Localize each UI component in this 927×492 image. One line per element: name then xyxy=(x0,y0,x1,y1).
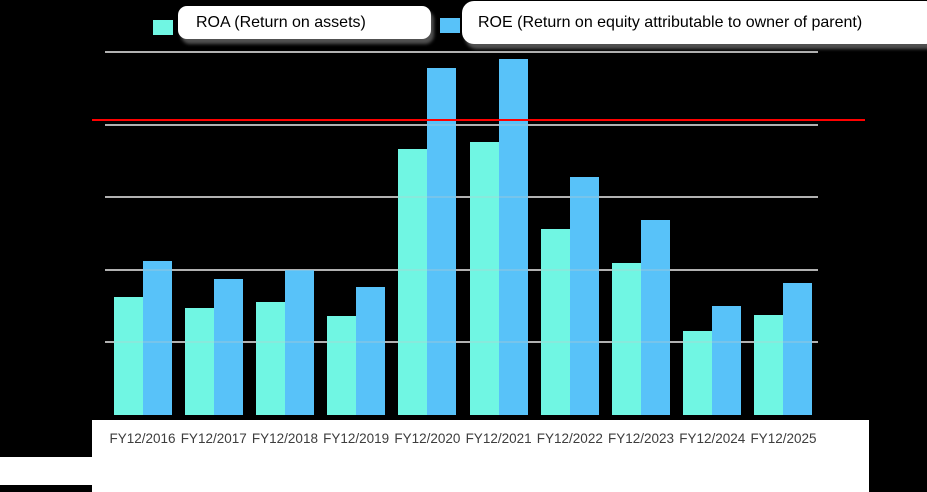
bar-roe-fy12-2023 xyxy=(641,220,671,415)
bar-roe-fy12-2025 xyxy=(783,282,813,415)
gridline-overlay xyxy=(105,123,818,126)
x-axis-label: FY12/2023 xyxy=(608,431,675,446)
x-axis-label: FY12/2024 xyxy=(679,431,746,446)
gridline-overlay xyxy=(105,341,818,344)
legend-item-roa: ROA (Return on assets) xyxy=(178,6,431,39)
x-axis-label: FY12/2021 xyxy=(465,431,532,446)
x-axis-label: FY12/2016 xyxy=(109,431,176,446)
bar-roa-fy12-2016 xyxy=(113,297,143,415)
target-reference-line xyxy=(92,119,865,122)
legend-label-roe: ROE (Return on equity attributable to ow… xyxy=(478,13,863,31)
x-axis-label: FY12/2017 xyxy=(180,431,247,446)
bar-roe-fy12-2022 xyxy=(569,176,599,415)
legend-swatch-roe-icon xyxy=(440,18,460,33)
gridline xyxy=(105,196,818,199)
bar-roa-fy12-2019 xyxy=(327,316,357,415)
x-axis-label: FY12/2022 xyxy=(536,431,603,446)
gridline-overlay xyxy=(105,51,818,53)
bar-roa-fy12-2022 xyxy=(540,229,570,415)
bar-roe-fy12-2017 xyxy=(213,278,243,415)
gridline-overlay xyxy=(105,268,818,271)
bar-roa-fy12-2025 xyxy=(754,314,784,415)
gridline-overlay xyxy=(105,196,818,199)
x-axis-label-strip xyxy=(92,420,869,492)
bar-roa-fy12-2017 xyxy=(184,307,214,415)
bar-roa-fy12-2021 xyxy=(469,142,499,415)
bar-roa-fy12-2023 xyxy=(612,262,642,415)
x-axis-label: FY12/2020 xyxy=(394,431,461,446)
gridline xyxy=(105,51,818,53)
gridline xyxy=(105,268,818,271)
x-axis-label: FY12/2025 xyxy=(750,431,817,446)
bar-roe-fy12-2016 xyxy=(142,261,172,415)
x-axis-label: FY12/2018 xyxy=(251,431,318,446)
bar-roe-fy12-2020 xyxy=(427,67,457,415)
gridline xyxy=(105,123,818,126)
x-axis-label: FY12/2019 xyxy=(323,431,390,446)
legend-swatch-roa-icon xyxy=(153,20,173,35)
legend-item-roe: ROE (Return on equity attributable to ow… xyxy=(462,1,927,44)
bar-roe-fy12-2021 xyxy=(498,59,528,415)
bar-roa-fy12-2024 xyxy=(683,330,713,415)
bottom-left-white-block xyxy=(0,457,92,485)
bar-roe-fy12-2018 xyxy=(284,269,314,415)
bar-roa-fy12-2020 xyxy=(398,149,428,415)
bar-roe-fy12-2019 xyxy=(356,287,386,415)
legend-label-roa: ROA (Return on assets) xyxy=(196,13,366,31)
bar-roe-fy12-2024 xyxy=(712,306,742,415)
gridline xyxy=(105,341,818,344)
bar-roa-fy12-2018 xyxy=(255,301,285,415)
